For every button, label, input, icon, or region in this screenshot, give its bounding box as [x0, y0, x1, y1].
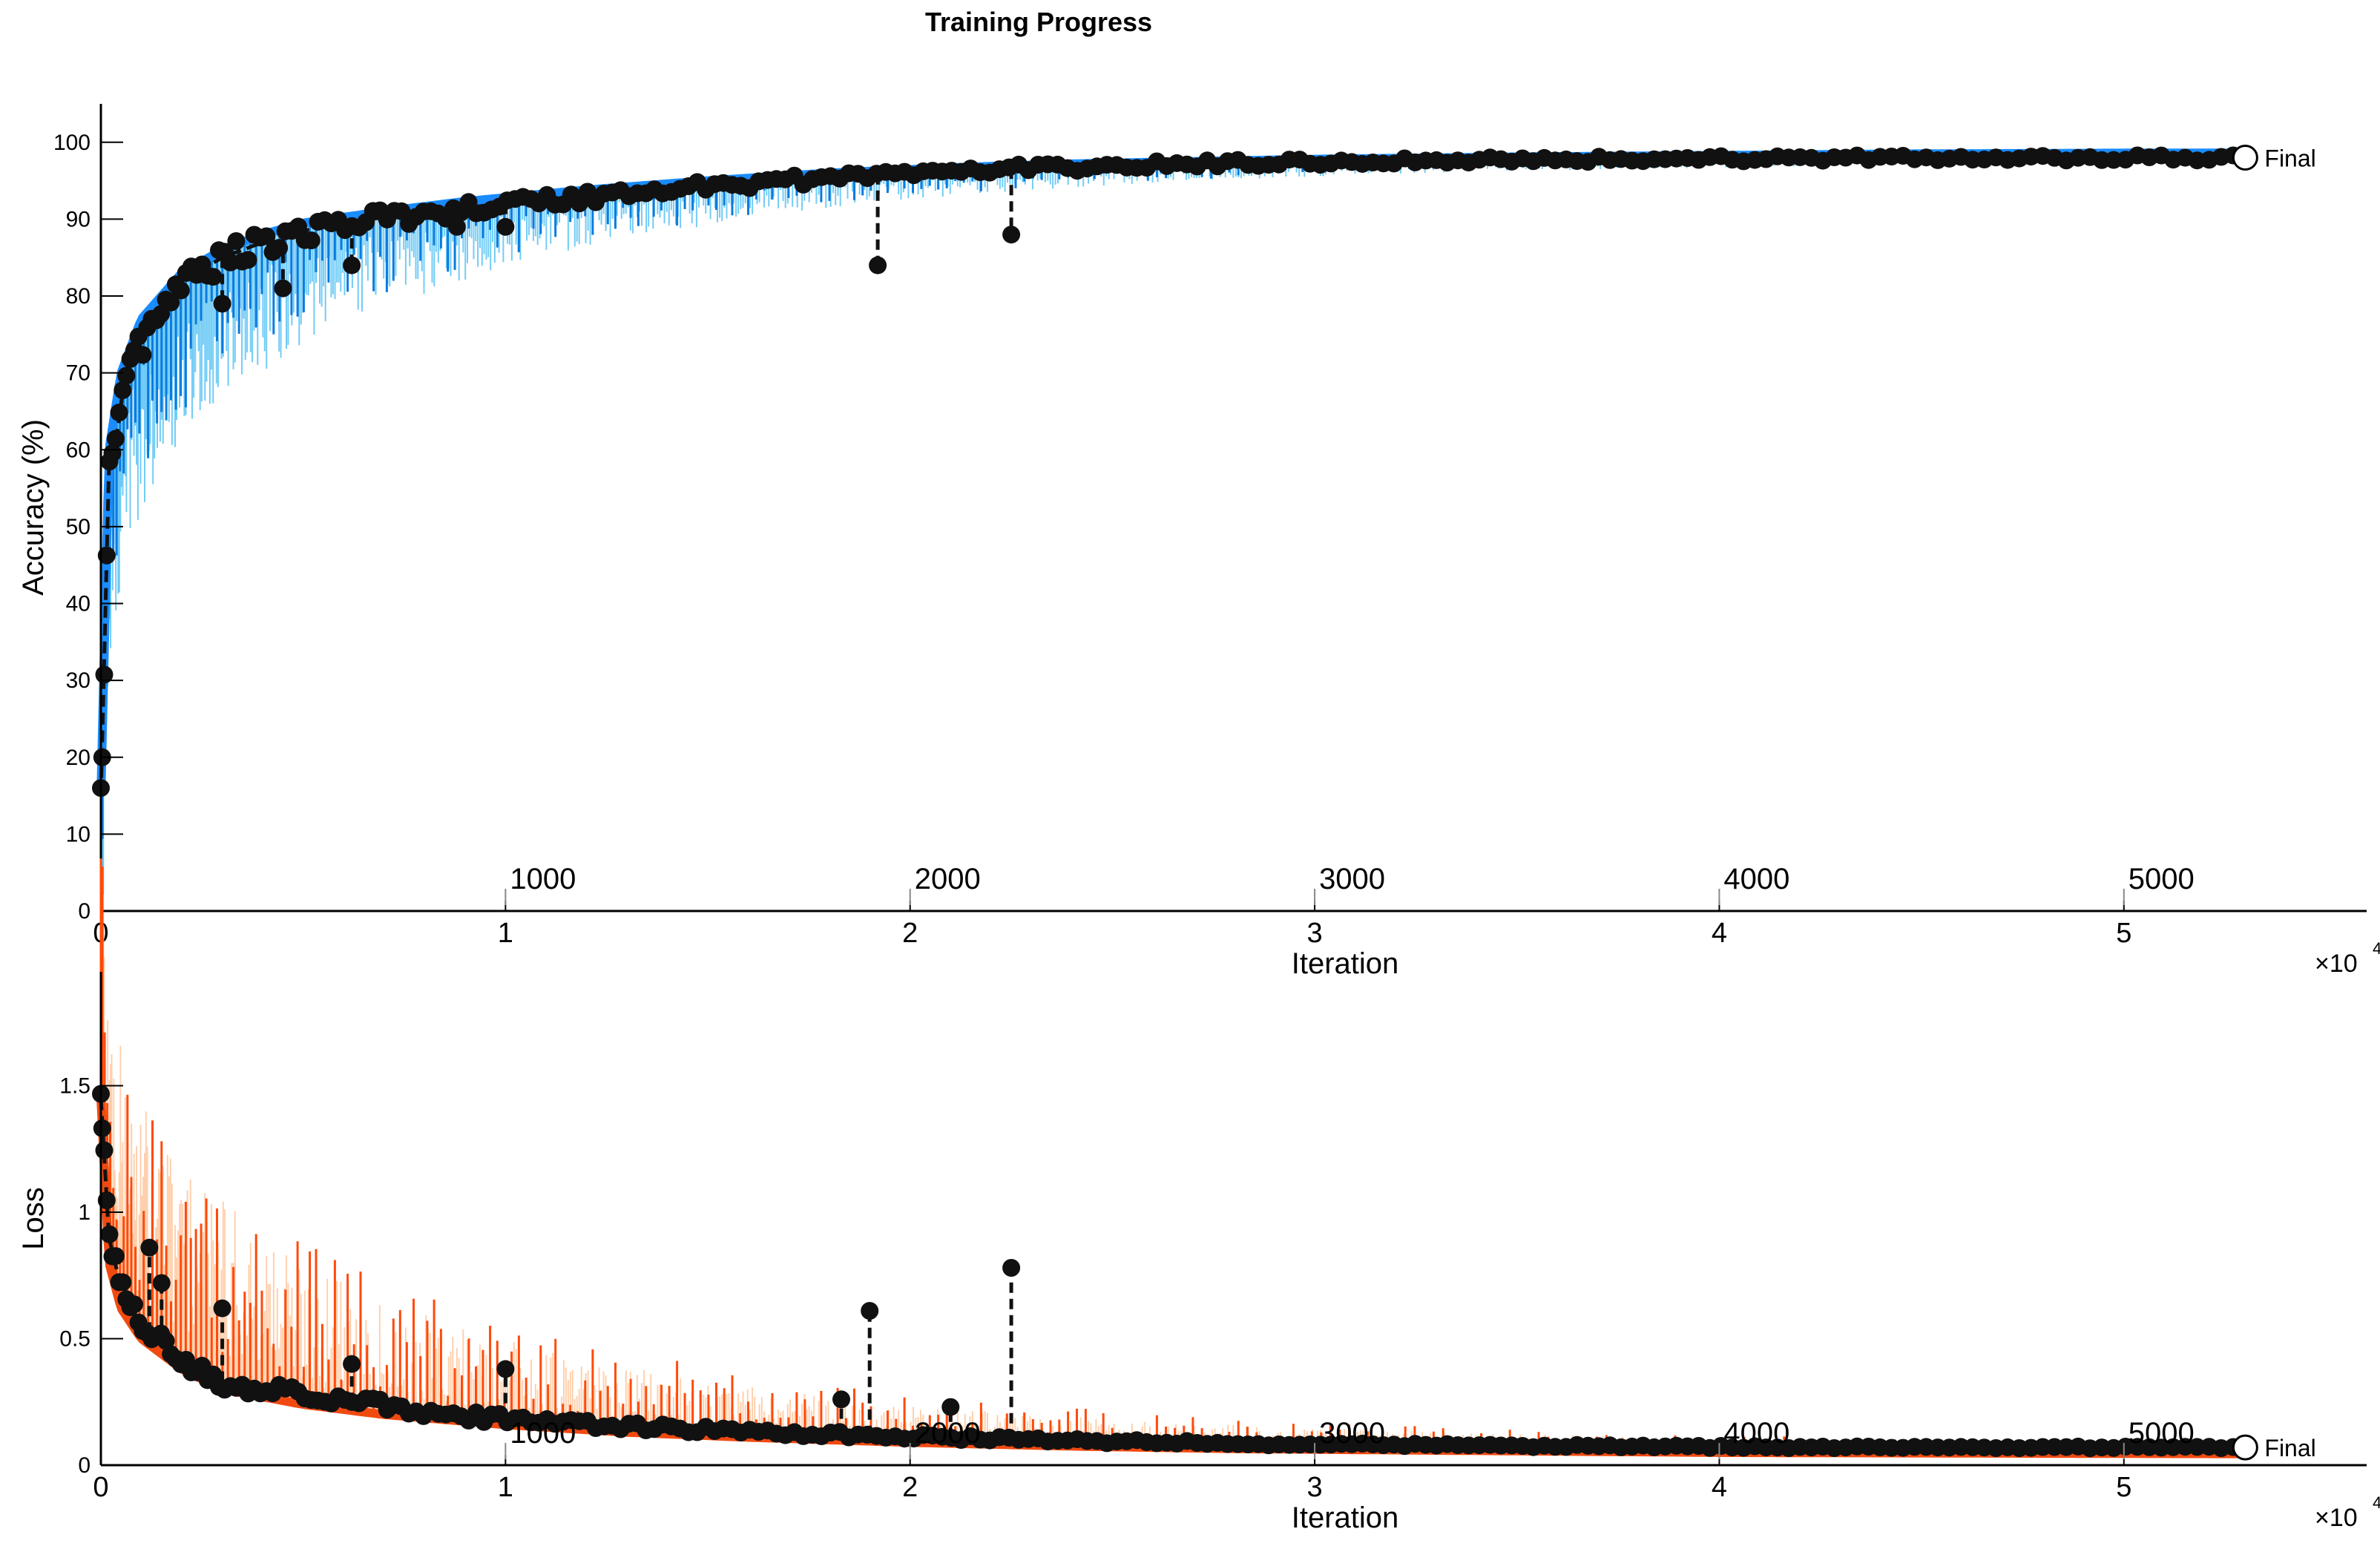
validation-point [162, 293, 180, 312]
training-raw-spikes [100, 153, 2243, 895]
validation-outlier-point [343, 256, 361, 274]
y-tick-label: 0 [78, 1453, 91, 1478]
final-label: Final [2264, 1435, 2315, 1461]
final-marker [2232, 1434, 2258, 1461]
y-tick-label: 10 [66, 822, 91, 846]
validation-point [302, 231, 320, 249]
validation-point [110, 404, 128, 422]
validation-outlier-point [447, 217, 466, 236]
epoch-label: 5000 [2128, 863, 2195, 895]
epoch-label: 5000 [2128, 1417, 2195, 1450]
y-axis-label: Loss [17, 1187, 50, 1250]
y-tick-label: 100 [53, 131, 91, 155]
validation-outlier-point [496, 1360, 515, 1378]
final-marker [2232, 145, 2258, 171]
validation-markers [92, 146, 2255, 797]
x-exponent-power: 4 [2373, 939, 2380, 958]
x-tick-label: 1 [498, 918, 513, 949]
figure-title: Training Progress [925, 7, 1152, 37]
epoch-label: 3000 [1319, 863, 1385, 895]
y-tick-label: 40 [66, 592, 91, 616]
training-raw-spikes [100, 922, 2243, 1454]
epoch-label: 2000 [915, 863, 981, 895]
validation-point [270, 239, 289, 257]
y-tick-label: 0 [78, 899, 91, 924]
x-tick-label: 5 [2116, 918, 2131, 949]
validation-point [204, 268, 223, 286]
x-tick-label: 3 [1307, 918, 1323, 949]
validation-point [97, 1191, 116, 1209]
validation-outlier-point [343, 1355, 361, 1373]
y-tick-label: 80 [66, 284, 91, 309]
training-spikes [99, 153, 2196, 909]
validation-point [106, 1247, 125, 1266]
epoch-label: 4000 [1723, 1417, 1789, 1450]
validation-outlier-point [274, 279, 292, 297]
validation-outlier-point [941, 1398, 960, 1416]
x-tick-label: 5 [2116, 1472, 2131, 1503]
y-tick-label: 90 [66, 207, 91, 231]
y-tick-label: 20 [66, 746, 91, 770]
y-tick-label: 70 [66, 361, 91, 386]
validation-point [257, 227, 276, 246]
x-tick-label: 3 [1307, 1472, 1323, 1503]
validation-point [289, 217, 307, 236]
validation-outlier-point [213, 1299, 231, 1318]
validation-outliers [213, 168, 1021, 313]
validation-point [97, 546, 116, 565]
x-tick-label: 0 [93, 1472, 108, 1503]
validation-point [103, 444, 122, 462]
validation-markers [92, 1085, 2255, 1458]
x-axis-label: Iteration [1292, 947, 1399, 980]
x-tick-label: 2 [902, 918, 918, 949]
validation-outlier-point [832, 1390, 850, 1409]
epoch-label: 4000 [1723, 863, 1789, 895]
validation-outlier-point [496, 217, 515, 236]
validation-point [125, 1295, 143, 1314]
validation-outlier-point [1002, 226, 1021, 244]
accuracy-panel: 0102030405060708090100012345100020003000… [17, 104, 2380, 980]
x-exponent-label: ×10 [2315, 1504, 2358, 1532]
y-axis-label: Accuracy (%) [17, 419, 50, 596]
epoch-label: 1000 [510, 1417, 576, 1450]
x-tick-label: 4 [1712, 918, 1727, 949]
validation-point [100, 1225, 119, 1243]
validation-outlier-point [152, 1274, 171, 1292]
validation-outlier-point [869, 256, 887, 274]
epoch-label: 2000 [915, 1417, 981, 1450]
y-tick-label: 60 [66, 438, 91, 462]
y-tick-label: 1.5 [59, 1073, 91, 1098]
epoch-label: 3000 [1319, 1417, 1385, 1450]
validation-outliers [140, 1238, 1021, 1440]
final-label: Final [2264, 145, 2315, 172]
loss-panel: 0 0.5 1 1.5 0 1 2 3 4 5 1000 2000 3000 4000 5000 Iterat… [17, 858, 2380, 1534]
x-tick-label: 4 [1712, 1472, 1727, 1503]
validation-point [114, 1273, 132, 1292]
validation-point [239, 251, 257, 269]
x-tick-label: 1 [498, 1472, 513, 1503]
validation-outlier-point [861, 1302, 879, 1320]
validation-outlier-point [1002, 1259, 1021, 1277]
validation-outlier-point [140, 1238, 159, 1257]
validation-point [171, 281, 190, 300]
y-tick-label: 1 [78, 1200, 91, 1225]
x-exponent-power: 4 [2373, 1493, 2380, 1512]
validation-outlier-point [213, 295, 231, 313]
validation-point [117, 366, 136, 385]
validation-point [134, 346, 152, 364]
x-exponent-label: ×10 [2315, 950, 2358, 978]
validation-point [95, 1141, 114, 1160]
y-tick-label: 50 [66, 515, 91, 539]
y-tick-label: 30 [66, 668, 91, 693]
x-axis-label: Iteration [1292, 1502, 1399, 1534]
validation-point [114, 381, 132, 399]
training-spikes [99, 858, 2196, 1454]
y-tick-label: 0.5 [59, 1326, 91, 1351]
epoch-label: 1000 [510, 863, 576, 895]
x-tick-label: 2 [902, 1472, 918, 1503]
validation-point [106, 430, 125, 448]
validation-point [93, 1119, 111, 1137]
validation-point [227, 232, 246, 250]
